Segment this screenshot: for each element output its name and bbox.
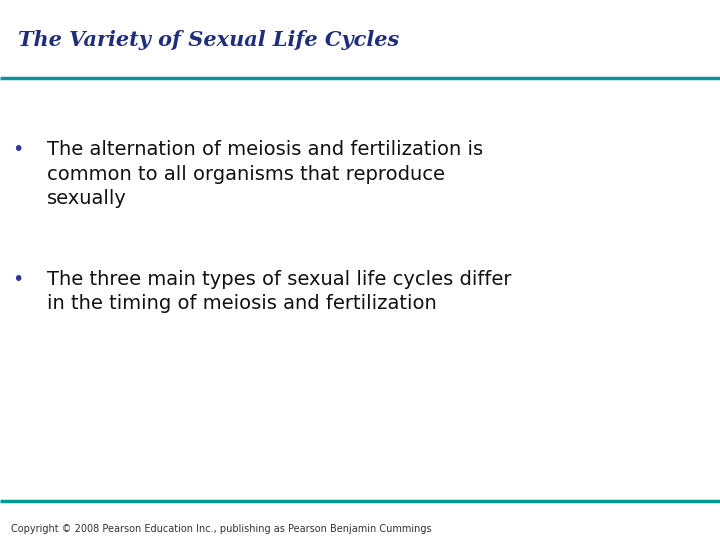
Text: •: • xyxy=(12,270,24,289)
Text: The alternation of meiosis and fertilization is
common to all organisms that rep: The alternation of meiosis and fertiliza… xyxy=(47,140,483,208)
Text: The three main types of sexual life cycles differ
in the timing of meiosis and f: The three main types of sexual life cycl… xyxy=(47,270,511,313)
Text: The Variety of Sexual Life Cycles: The Variety of Sexual Life Cycles xyxy=(18,30,400,50)
Text: Copyright © 2008 Pearson Education Inc., publishing as Pearson Benjamin Cummings: Copyright © 2008 Pearson Education Inc.,… xyxy=(11,523,431,534)
Text: •: • xyxy=(12,140,24,159)
